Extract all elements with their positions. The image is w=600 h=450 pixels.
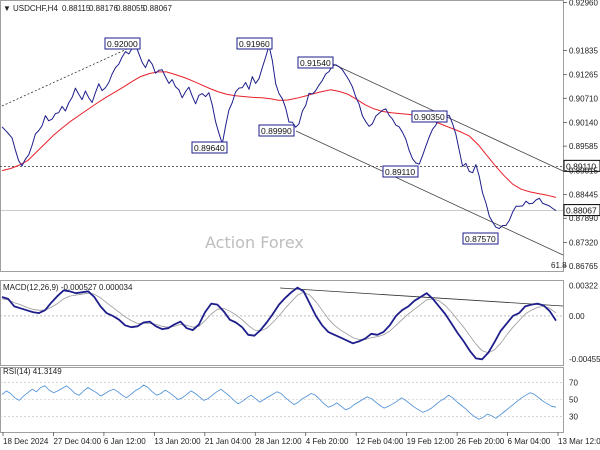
x-tick-label: 28 Jan 12:00: [255, 437, 302, 446]
ema-line: [1, 71, 557, 198]
x-tick-label: 4 Feb 20:00: [306, 437, 349, 446]
annotation-box: [191, 141, 228, 154]
annotation-box: [411, 110, 448, 123]
annotation-label: 0.91540: [300, 58, 331, 68]
annotation-label: 0.87570: [465, 234, 496, 244]
annotation-label: 0.89990: [261, 126, 292, 136]
annotation-box: [258, 124, 295, 137]
annotation-box: [297, 56, 334, 69]
level-price-label: 0.89110: [566, 161, 596, 171]
annotation-label: 0.92000: [107, 39, 138, 49]
rsi-y-tick-label: 30: [569, 413, 578, 422]
annotation-label: 0.89110: [385, 167, 415, 177]
x-tick-label: 19 Feb 12:00: [407, 437, 455, 446]
dashed-trend-line: [1, 43, 139, 107]
main-y-tick-label: 0.91835: [569, 46, 598, 55]
macd-y-tick-label: 0.00: [569, 312, 585, 321]
header-ohlc-low: 0.88055: [116, 4, 145, 13]
x-tick-label: 13 Mar 12:00: [558, 437, 600, 446]
close-price-label: 0.88067: [566, 206, 597, 216]
header-ohlc-close: 0.88067: [143, 4, 172, 13]
x-tick-label: 21 Jan 04:00: [205, 437, 252, 446]
header-ohlc-high: 0.88176: [89, 4, 118, 13]
main-y-tick-label: 0.90140: [569, 119, 598, 128]
x-tick-label: 26 Feb 20:00: [457, 437, 505, 446]
grid-lines: [0, 0, 564, 433]
main-y-tick-label: 0.89015: [569, 166, 598, 175]
header-symbol: USDCHF,H4: [13, 4, 58, 13]
main-y-tick-label: 0.86765: [569, 262, 598, 271]
annotation-box: [462, 232, 499, 245]
main-y-tick-label: 0.87320: [569, 238, 598, 247]
main-y-tick-label: 0.87890: [569, 214, 598, 223]
rsi-panel-frame: [0, 367, 564, 433]
rsi-y-tick-label: 50: [569, 396, 578, 405]
rsi-label: RSI(14) 41.3149: [3, 367, 62, 376]
main-y-tick-label: 0.91265: [569, 71, 598, 80]
x-tick-label: 12 Feb 04:00: [356, 437, 404, 446]
main-y-tick-label: 0.90710: [569, 94, 598, 103]
fib-label: 61.8: [551, 261, 567, 270]
macd-y-tick-label: -0.004559: [569, 355, 600, 364]
macd-y-tick-label: 0.00322: [569, 281, 598, 290]
rsi-line: [1, 384, 557, 420]
x-tick-label: 13 Jan 20:00: [154, 437, 201, 446]
header-ohlc-open: 0.88115: [62, 4, 91, 13]
macd-label: MACD(12,26,9) -0.000527 0.000034: [3, 283, 133, 292]
annotation-box: [382, 165, 419, 178]
annotation-label: 0.89640: [194, 143, 225, 153]
rsi-y-tick-label: 70: [569, 378, 578, 387]
channel-lower-line: [295, 130, 564, 256]
main-y-tick-label: 0.92960: [569, 0, 598, 8]
main-panel-frame: [0, 0, 564, 272]
annotation-label: 0.90350: [414, 112, 445, 122]
x-tick-label: 27 Dec 04:00: [53, 437, 101, 446]
main-y-tick-label: 0.89585: [569, 142, 598, 151]
series-layer: [1, 44, 557, 420]
macd-signal-line: [1, 291, 557, 354]
macd-panel-frame: [0, 280, 564, 366]
x-tick-label: 18 Dec 2024: [3, 437, 49, 446]
macd-line: [1, 286, 557, 361]
header-marker: ▼: [3, 4, 11, 13]
annotation-layer: 0.92000 0.91960 0.91540 0.89640 0.89990 0.903…: [104, 37, 600, 245]
watermark: Action Forex: [205, 233, 304, 252]
annotation-box: [104, 37, 141, 50]
close-price-box: [563, 204, 600, 217]
level-price-box: [563, 159, 600, 172]
annotation-box: [236, 37, 273, 50]
x-tick-label: 6 Jan 12:00: [104, 437, 146, 446]
price-line: [1, 44, 557, 229]
main-y-tick-label: 0.88445: [569, 191, 598, 200]
x-tick-label: 6 Mar 04:00: [508, 437, 551, 446]
annotation-label: 0.91960: [239, 39, 270, 49]
